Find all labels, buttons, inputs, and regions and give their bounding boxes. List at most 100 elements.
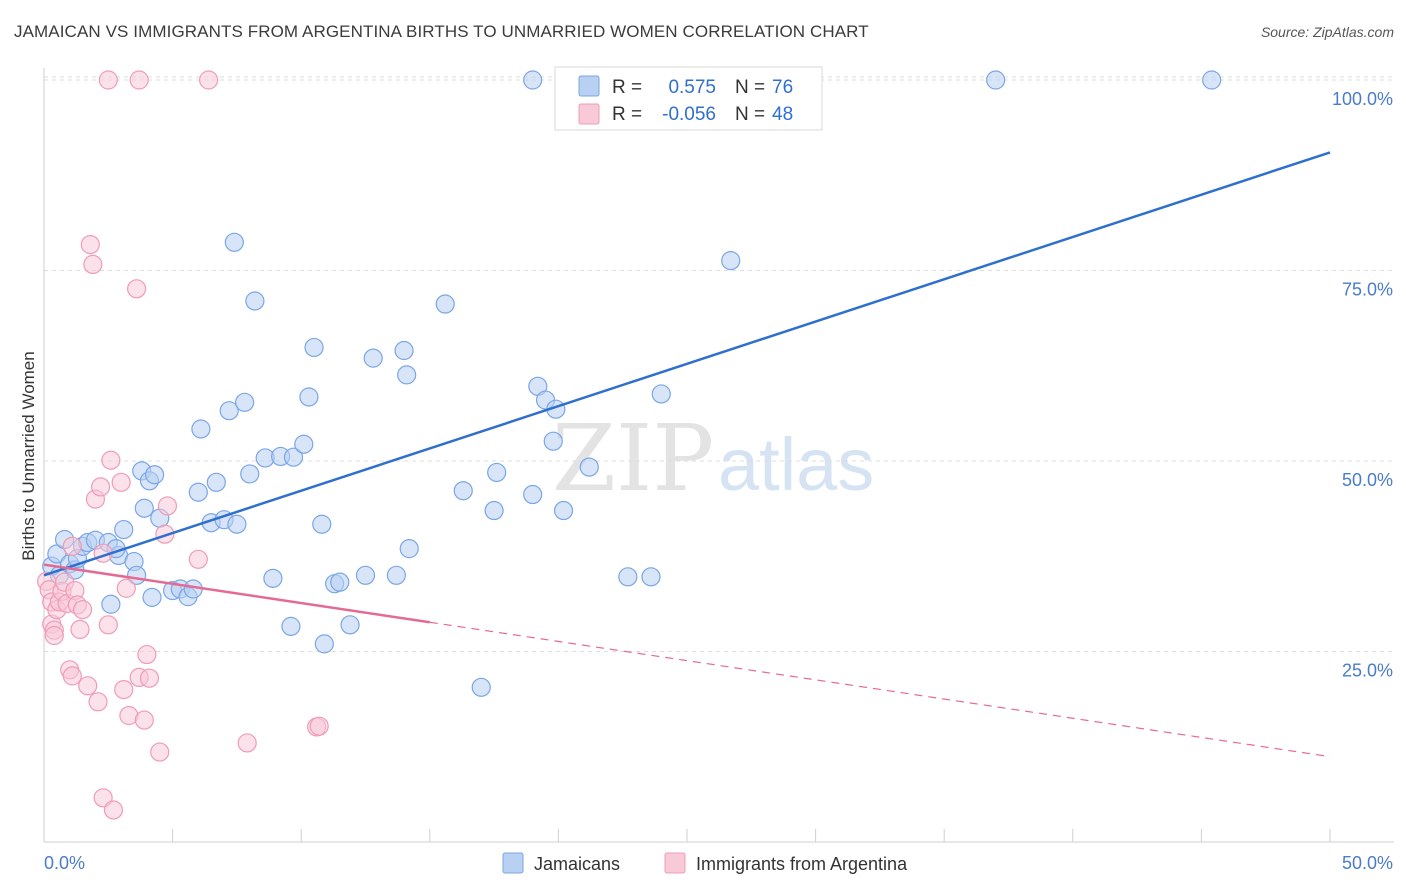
jamaicans-point-54: [397, 365, 417, 385]
jamaicans-point-61: [523, 484, 543, 505]
y-tick-labels: 25.0% 50.0% 75.0% 100.0%: [1332, 89, 1393, 681]
jamaicans-point-70: [651, 384, 671, 404]
argentina-point-5: [44, 625, 64, 646]
jamaicans-point-32: [224, 232, 244, 252]
jamaicans-point-64: [543, 431, 563, 451]
jamaicans-point-38: [263, 568, 283, 588]
jamaicans-point-72: [523, 70, 543, 90]
argentina-point-17: [72, 599, 93, 620]
jamaicans-point-67: [579, 457, 599, 477]
legend-n-value-2: 48: [772, 104, 793, 125]
argentina-point-35: [134, 710, 154, 730]
jamaicans-point-51: [363, 348, 383, 368]
jamaicans-point-68: [618, 567, 638, 587]
argentina-point-20: [83, 254, 103, 275]
jamaicans-point-59: [484, 500, 504, 521]
jamaicans-point-53: [394, 340, 414, 361]
jamaicans-point-49: [340, 615, 360, 635]
argentina-point-45: [98, 70, 118, 90]
trendline-argentina-solid: [43, 563, 430, 624]
legend-r-value-2: -0.056: [662, 104, 716, 125]
x-tick-label-max: 50.0%: [1342, 853, 1393, 873]
jamaicans-point-71: [721, 250, 741, 271]
jamaicans-point-27: [191, 419, 211, 439]
jamaicans-point-50: [355, 565, 376, 585]
jamaicans-point-11: [101, 594, 121, 614]
argentina-point-27: [101, 450, 121, 470]
argentina-point-28: [103, 800, 124, 820]
jamaicans-point-58: [471, 677, 491, 697]
jamaicans-point-33: [227, 514, 247, 534]
jamaicans-point-26: [188, 482, 208, 502]
x-tick-label-min: 0.0%: [44, 853, 85, 873]
argentina-point-18: [78, 676, 98, 696]
jamaicans-point-40: [281, 616, 301, 636]
jamaicans-point-69: [641, 567, 661, 587]
bottom-legend-swatch-jamaicans: [502, 852, 524, 874]
jamaicans-point-43: [299, 387, 319, 407]
jamaicans-point-52: [386, 565, 406, 585]
y-tick-label-0: 25.0%: [1342, 661, 1393, 681]
trendline-jamaicans: [43, 151, 1331, 577]
argentina-point-22: [88, 692, 108, 712]
trendlines: [43, 151, 1331, 758]
legend-swatch-argentina: [578, 103, 600, 125]
jamaicans-point-60: [487, 462, 507, 483]
argentina-point-47: [199, 70, 219, 90]
bottom-legend-swatch-argentina: [664, 852, 686, 874]
axes: [43, 68, 1394, 843]
y-tick-label-2: 75.0%: [1342, 280, 1393, 300]
jamaicans-point-66: [553, 500, 574, 521]
jamaicans-point-74: [1202, 70, 1222, 90]
argentina-point-39: [155, 524, 175, 544]
series-jamaicans: [42, 70, 1222, 697]
watermark-zip: ZIP: [552, 405, 714, 512]
argentina-point-23: [90, 477, 111, 497]
argentina-point-29: [111, 472, 131, 492]
chart-title: JAMAICAN VS IMMIGRANTS FROM ARGENTINA BI…: [14, 22, 869, 41]
argentina-point-25: [93, 788, 113, 808]
jamaicans-point-20: [144, 465, 165, 485]
argentina-point-30: [114, 679, 134, 700]
jamaicans-point-31: [219, 401, 239, 421]
legend-n-label-1: N =: [735, 77, 765, 98]
legend-swatch-jamaicans: [578, 75, 600, 97]
source-label: Source: ZipAtlas.com: [1260, 24, 1394, 40]
argentina-point-44: [309, 716, 329, 736]
legend-r-label-1: R =: [612, 77, 642, 98]
argentina-point-33: [126, 279, 147, 299]
argentina-point-13: [62, 536, 82, 556]
bottom-legend-argentina: Immigrants from Argentina: [696, 854, 908, 874]
jamaicans-point-34: [235, 392, 255, 412]
argentina-point-46: [129, 70, 149, 90]
argentina-point-12: [62, 666, 82, 686]
argentina-point-42: [237, 733, 257, 753]
jamaicans-point-36: [245, 291, 265, 311]
legend-n-label-2: N =: [735, 104, 765, 125]
y-axis-label: Births to Unmarried Women: [19, 351, 38, 560]
jamaicans-point-17: [134, 498, 154, 518]
argentina-point-40: [157, 496, 178, 516]
y-tick-label-3: 100.0%: [1332, 89, 1393, 109]
series-argentina: [36, 70, 329, 820]
y-tick-label-1: 50.0%: [1342, 470, 1393, 490]
jamaicans-point-73: [986, 70, 1006, 90]
trendline-argentina-dashed: [429, 621, 1331, 758]
jamaicans-point-42: [294, 434, 314, 454]
jamaicans-point-57: [453, 481, 473, 501]
watermark-atlas: atlas: [718, 423, 874, 506]
argentina-point-31: [116, 578, 136, 598]
bottom-legend-jamaicans: Jamaicans: [534, 854, 620, 874]
argentina-point-26: [98, 615, 118, 635]
jamaicans-point-48: [330, 572, 350, 592]
jamaicans-point-19: [142, 587, 162, 607]
jamaicans-point-46: [314, 634, 334, 654]
jamaicans-point-29: [206, 472, 226, 492]
jamaicans-point-56: [435, 294, 455, 314]
x-ticks: [43, 829, 1331, 842]
legend-r-label-2: R =: [612, 104, 642, 125]
series-legend: Jamaicans Immigrants from Argentina: [502, 852, 908, 874]
jamaicans-point-44: [304, 337, 324, 358]
argentina-point-37: [139, 668, 160, 688]
legend-r-value-1: 0.575: [668, 77, 716, 98]
